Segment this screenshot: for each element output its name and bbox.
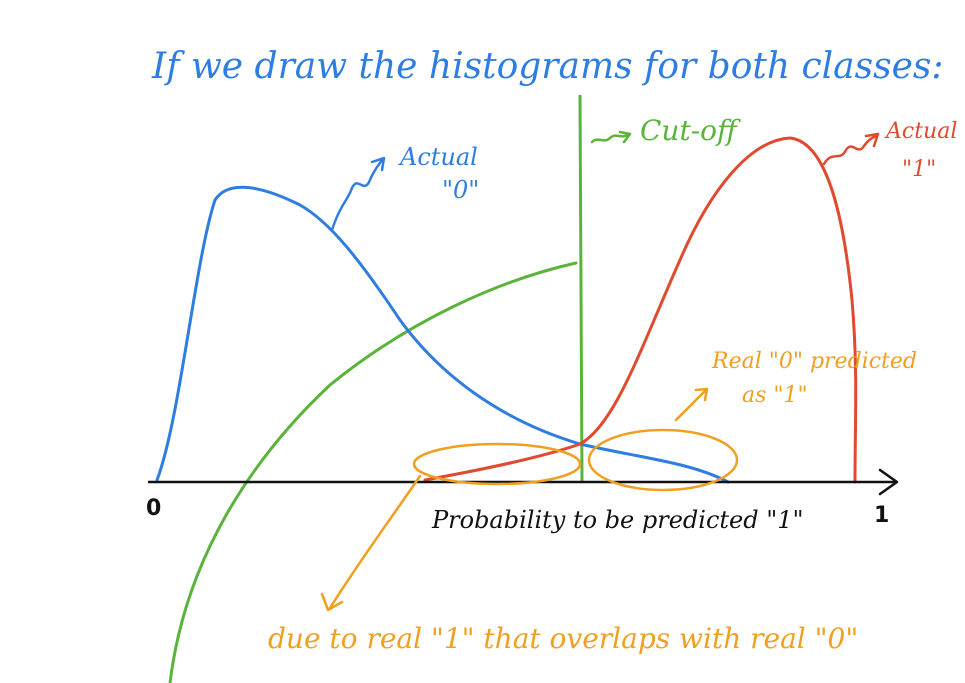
actual-0-curve <box>155 185 730 484</box>
actual-1-label-line2: "1" <box>902 157 936 182</box>
actual-0-label-line2: "0" <box>442 176 479 204</box>
green-curve <box>168 261 578 683</box>
actual-1-curve <box>423 136 858 484</box>
x-axis-arrow-icon <box>878 468 899 496</box>
actual-1-squiggle-icon <box>822 132 880 166</box>
cutoff-line <box>578 94 584 483</box>
x-axis-tick-max: 1 <box>874 503 889 528</box>
real-0-label-line1: Real "0" predicted <box>711 349 917 374</box>
actual-0-label-line1: Actual <box>398 143 478 171</box>
bottom-note: due to real "1" that overlaps with real … <box>268 622 858 655</box>
real-0-arrow-icon <box>674 387 709 422</box>
x-axis-label: Probability to be predicted "1" <box>431 506 804 534</box>
actual-0-squiggle-icon <box>330 156 386 232</box>
overlap-right-ellipse <box>587 428 739 492</box>
real-1-arrow-icon <box>320 474 422 612</box>
cutoff-label: Cut-off <box>640 114 741 147</box>
overlap-left-ellipse <box>412 442 582 486</box>
real-0-label-line2: as "1" <box>742 383 808 408</box>
actual-1-label-line1: Actual <box>884 119 957 144</box>
cutoff-squiggle-icon <box>590 130 632 144</box>
x-axis-tick-min: 0 <box>146 496 161 521</box>
diagram-title: If we draw the histograms for both class… <box>151 46 943 87</box>
